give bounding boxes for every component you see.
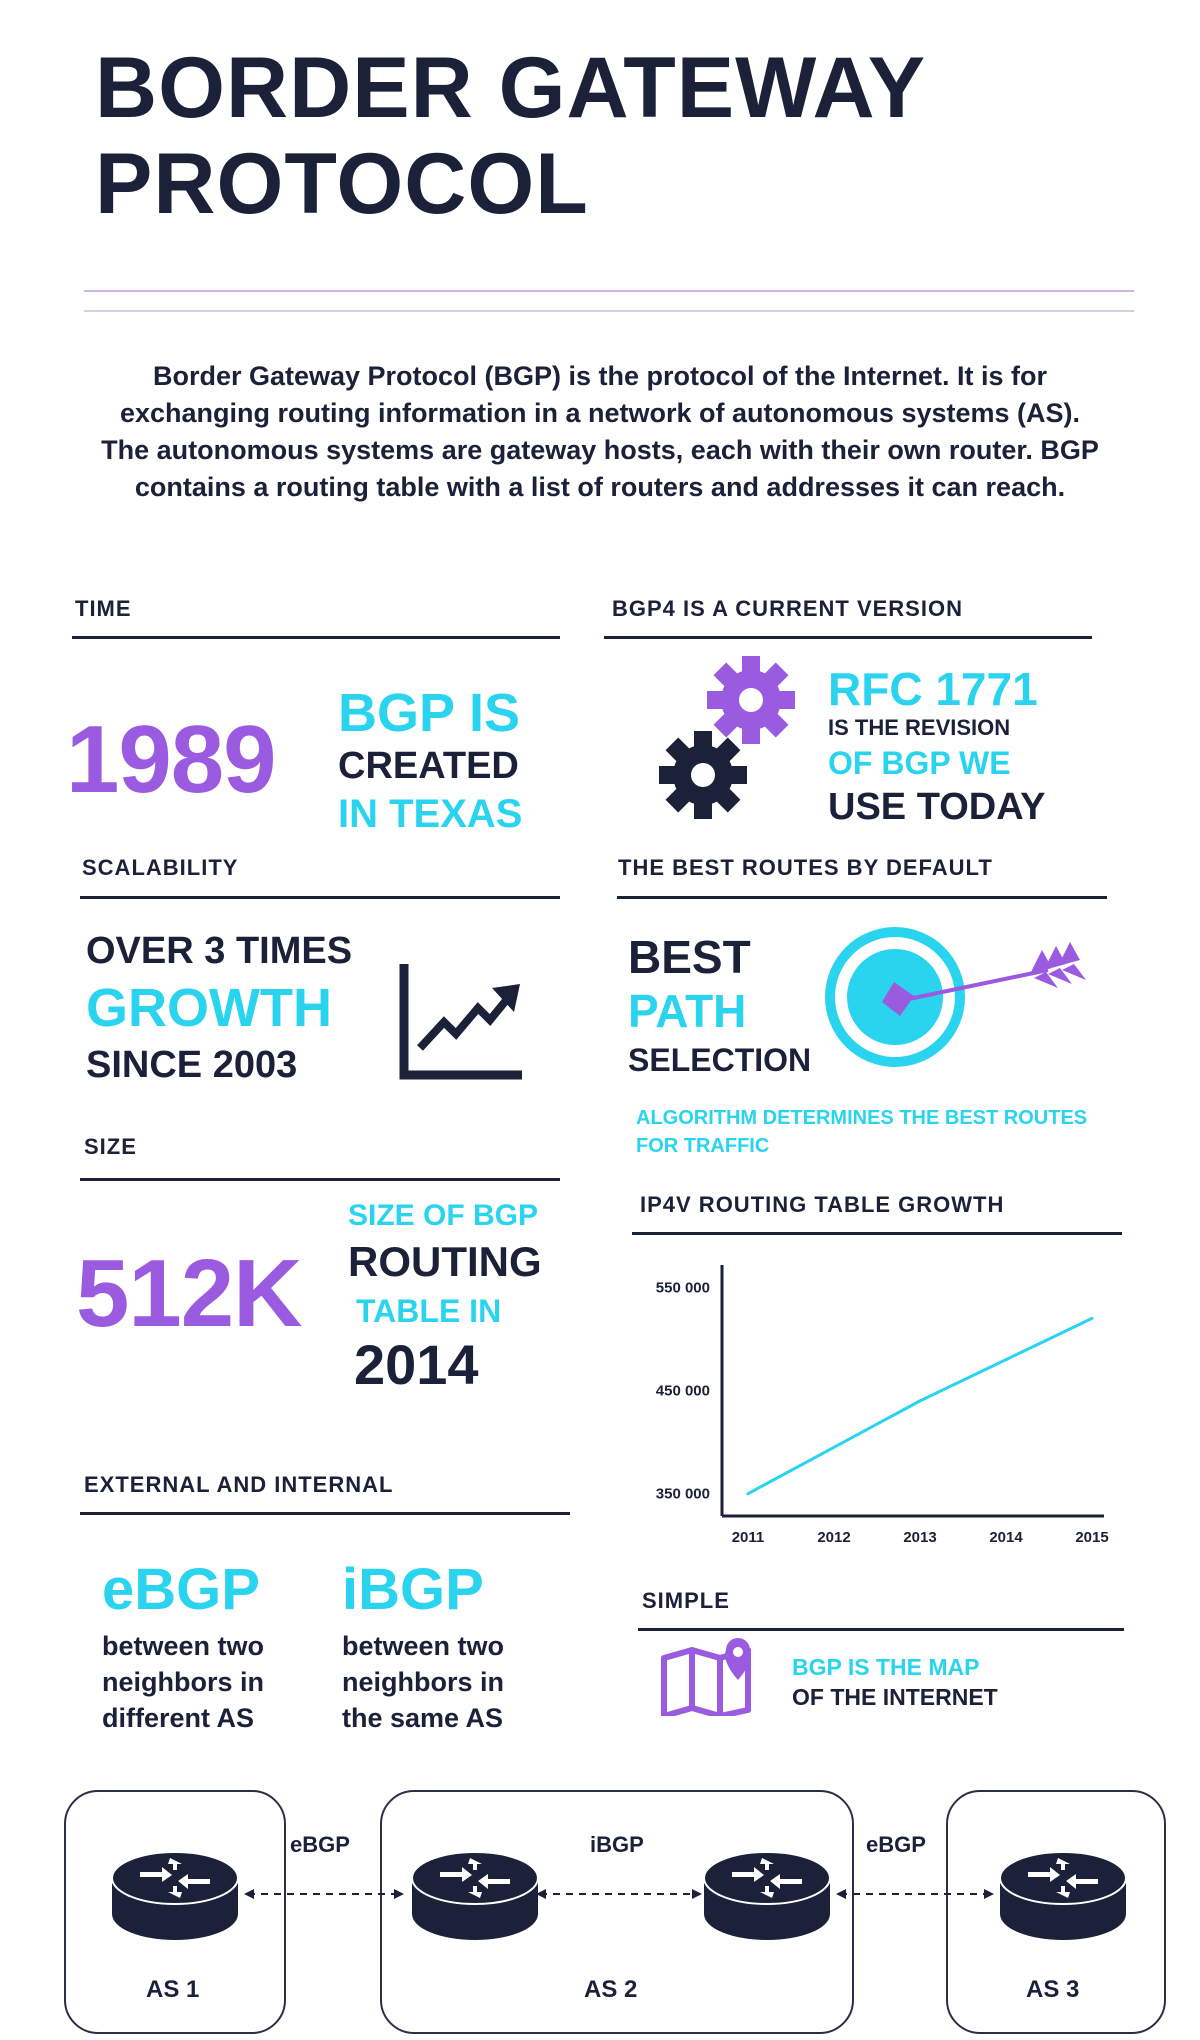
simple-heading: SIMPLE bbox=[642, 1588, 730, 1613]
routing-table-growth-chart: 350 000 450 000 550 000 2011 2012 2013 2014 20… bbox=[656, 1265, 1109, 1546]
size-caption-line-4: 2014 bbox=[354, 1333, 479, 1396]
router-icon bbox=[411, 1851, 539, 1940]
chart-y-tick-label: 450 000 bbox=[656, 1383, 710, 1400]
version-caption: RFC 1771 IS THE REVISION OF BGP WE USE T… bbox=[828, 664, 1046, 830]
ebgp-name: eBGP bbox=[102, 1557, 260, 1622]
chart-data-point bbox=[918, 1399, 922, 1403]
best-routes-caption-line-3: SELECTION bbox=[628, 1042, 812, 1078]
best-routes-caption-line-1: BEST bbox=[628, 931, 751, 983]
time-caption-line-3: IN TEXAS bbox=[338, 792, 523, 836]
chart-x-tick-label: 2013 bbox=[903, 1529, 936, 1546]
connections bbox=[244, 1889, 994, 1899]
size-number: 512K bbox=[76, 1240, 302, 1347]
growth-chart-icon bbox=[399, 964, 522, 1080]
scalability-caption-line-3: SINCE 2003 bbox=[86, 1044, 298, 1086]
version-caption-line-2: IS THE REVISION bbox=[828, 715, 1011, 740]
size-caption-line-3: TABLE IN bbox=[356, 1293, 502, 1329]
size-caption-line-1: SIZE OF BGP bbox=[348, 1199, 539, 1232]
time-caption: BGP IS CREATED IN TEXAS bbox=[338, 684, 522, 838]
scalability-caption-line-1: OVER 3 TIMES bbox=[86, 930, 353, 972]
chart-data-point bbox=[1090, 1316, 1094, 1320]
chart-rule bbox=[632, 1232, 1122, 1235]
scalability-heading: SCALABILITY bbox=[82, 855, 239, 880]
scalability-caption: OVER 3 TIMES GROWTH SINCE 2003 bbox=[86, 926, 352, 1090]
router-icon bbox=[111, 1851, 239, 1940]
scalability-rule bbox=[80, 896, 560, 899]
ebgp-link-label-2: eBGP bbox=[866, 1832, 926, 1857]
chart-y-tick-label: 350 000 bbox=[656, 1486, 710, 1503]
size-rule bbox=[80, 1178, 560, 1181]
chart-title: IP4V ROUTING TABLE GROWTH bbox=[640, 1192, 1005, 1217]
time-rule bbox=[72, 636, 560, 639]
size-heading: SIZE bbox=[84, 1134, 137, 1159]
ebgp-block: eBGP between two neighbors in different … bbox=[102, 1560, 264, 1736]
target-arrow-icon bbox=[825, 927, 1086, 1067]
scalability-caption-line-2: GROWTH bbox=[86, 978, 332, 1038]
time-year: 1989 bbox=[66, 706, 277, 813]
title-line-1: BORDER GATEWAY bbox=[95, 40, 927, 136]
best-routes-caption: BEST PATH SELECTION bbox=[628, 930, 811, 1082]
size-caption: SIZE OF BGP ROUTING TABLE IN 2014 bbox=[348, 1196, 542, 1396]
size-caption-line-2: ROUTING bbox=[348, 1238, 542, 1285]
chart-x-tick-label: 2014 bbox=[989, 1529, 1023, 1546]
ibgp-link-label: iBGP bbox=[590, 1832, 644, 1857]
as2-label: AS 2 bbox=[584, 1976, 638, 2003]
simple-caption-line-1: BGP IS THE MAP bbox=[792, 1654, 980, 1680]
version-caption-line-3: OF BGP WE bbox=[828, 745, 1011, 781]
time-caption-line-1: BGP IS bbox=[338, 683, 521, 743]
router-icon bbox=[703, 1851, 831, 1940]
chart-x-tick-label: 2012 bbox=[817, 1529, 850, 1546]
title-divider-bottom bbox=[84, 310, 1134, 312]
best-routes-algorithm-caption: ALGORITHM DETERMINES THE BEST ROUTES FOR… bbox=[636, 1107, 1088, 1157]
chart-data-point bbox=[1004, 1358, 1008, 1362]
as3-label: AS 3 bbox=[1026, 1976, 1080, 2003]
ebgp-desc-line-2: neighbors in bbox=[102, 1667, 264, 1697]
ebgp-link-label-1: eBGP bbox=[290, 1832, 350, 1857]
chart-series-line bbox=[747, 1317, 1093, 1496]
map-pin-icon bbox=[661, 1638, 751, 1716]
chart-x-tick-label: 2015 bbox=[1075, 1529, 1108, 1546]
best-routes-caption-line-2: PATH bbox=[628, 985, 747, 1037]
ibgp-desc-line-3: the same AS bbox=[342, 1703, 504, 1733]
ebgp-desc-line-1: between two bbox=[102, 1631, 265, 1661]
router-icon bbox=[999, 1851, 1127, 1940]
simple-rule bbox=[638, 1628, 1124, 1631]
gears-icon bbox=[659, 656, 795, 819]
chart-x-tick-label: 2011 bbox=[732, 1529, 765, 1546]
title-line-2: PROTOCOL bbox=[95, 136, 589, 232]
version-caption-line-4: USE TODAY bbox=[828, 786, 1046, 828]
external-internal-rule bbox=[80, 1512, 570, 1515]
ibgp-desc-line-1: between two bbox=[342, 1631, 505, 1661]
as1-label: AS 1 bbox=[146, 1976, 200, 2003]
intro-paragraph: Border Gateway Protocol (BGP) is the pro… bbox=[101, 361, 1099, 502]
version-caption-line-1: RFC 1771 bbox=[828, 663, 1038, 715]
ebgp-desc-line-3: different AS bbox=[102, 1703, 255, 1733]
time-heading: TIME bbox=[75, 596, 132, 621]
simple-caption: BGP IS THE MAP OF THE INTERNET bbox=[792, 1652, 998, 1712]
chart-y-tick-label: 550 000 bbox=[656, 1279, 710, 1296]
chart-data-point bbox=[832, 1445, 836, 1449]
version-rule bbox=[604, 636, 1092, 639]
chart-data-point bbox=[746, 1492, 750, 1496]
external-internal-heading: EXTERNAL AND INTERNAL bbox=[84, 1472, 394, 1497]
best-routes-heading: THE BEST ROUTES BY DEFAULT bbox=[618, 855, 993, 880]
version-heading: BGP4 IS A CURRENT VERSION bbox=[612, 596, 963, 621]
time-caption-line-2: CREATED bbox=[338, 745, 519, 787]
page-title: BORDER GATEWAY PROTOCOL bbox=[95, 40, 1095, 232]
ibgp-name: iBGP bbox=[342, 1557, 484, 1622]
ibgp-desc-line-2: neighbors in bbox=[342, 1667, 504, 1697]
simple-caption-line-2: OF THE INTERNET bbox=[792, 1684, 998, 1710]
ibgp-block: iBGP between two neighbors in the same A… bbox=[342, 1560, 504, 1736]
title-divider-top bbox=[84, 290, 1134, 292]
best-routes-rule bbox=[617, 896, 1107, 899]
